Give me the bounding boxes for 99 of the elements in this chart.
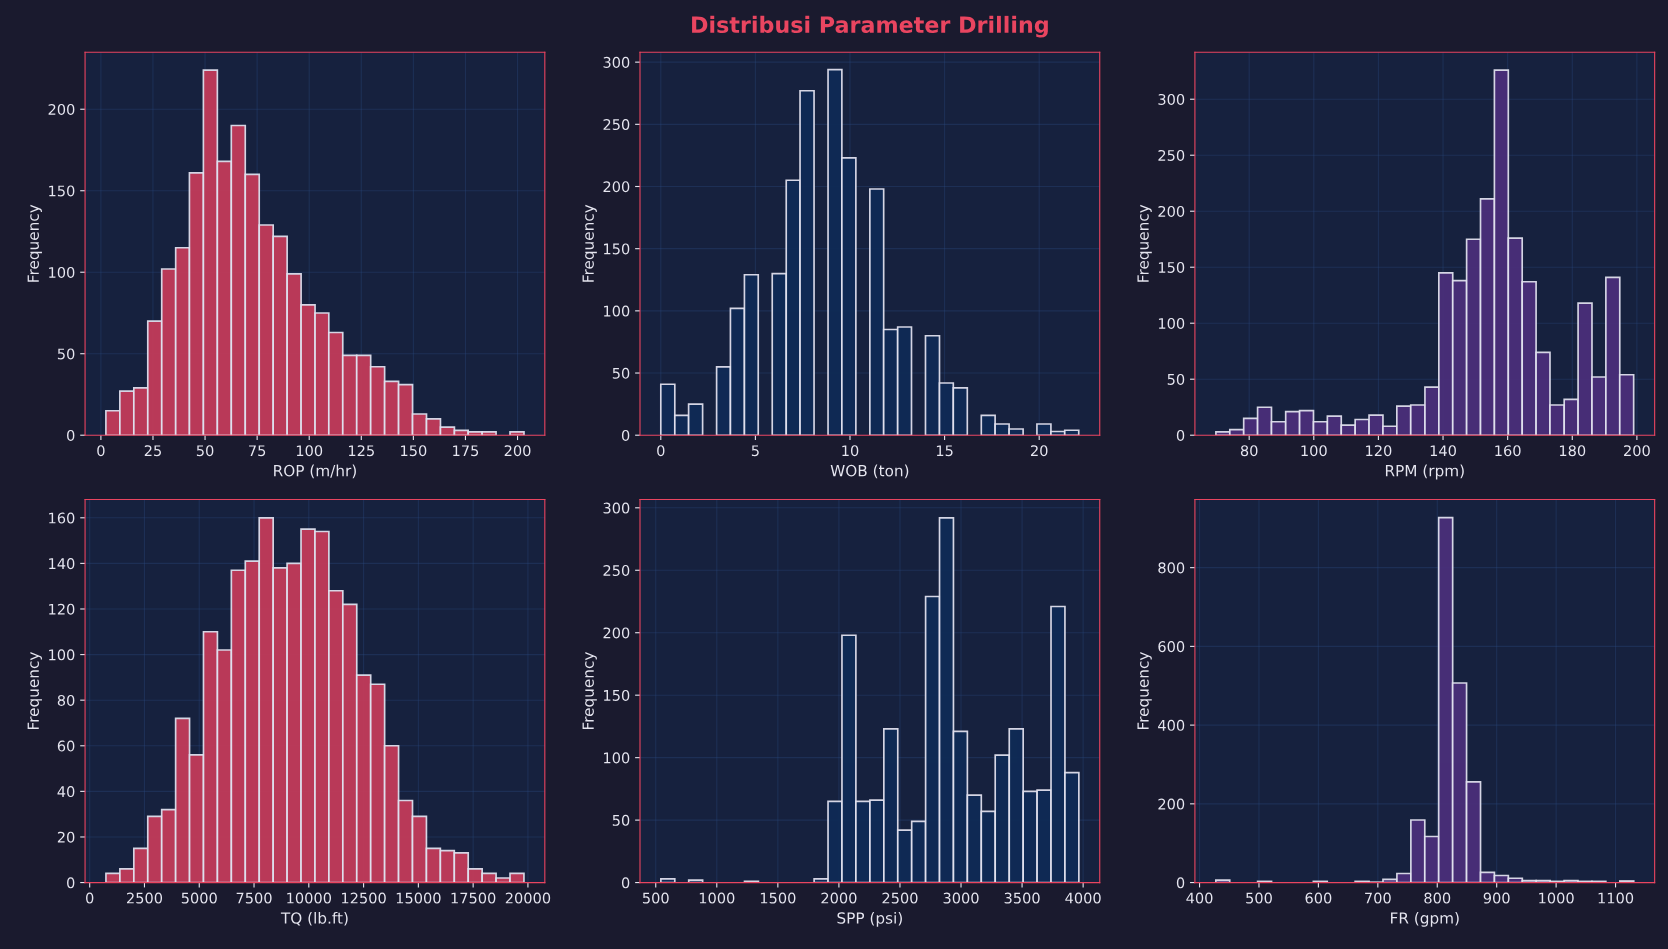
y-axis-title: Frequency [1137, 652, 1152, 730]
y-axis-title: Frequency [27, 204, 42, 282]
y-tick-label: 0 [621, 877, 630, 889]
y-axis-title: Frequency [582, 652, 597, 730]
x-tick-label: 12500 [341, 892, 386, 904]
y-tick-label: 100 [49, 649, 75, 661]
x-tick-label: 100 [1301, 445, 1327, 457]
x-tick-label: 1000 [1539, 892, 1574, 904]
y-tick-label: 100 [604, 305, 630, 317]
y-tick-label: 0 [1176, 877, 1185, 889]
x-axis-title: TQ (lb.ft) [280, 911, 348, 926]
chart-title: Distribusi Parameter Drilling [692, 15, 1048, 38]
x-axis-title: SPP (psi) [837, 911, 902, 927]
y-axis-title: Frequency [1137, 204, 1152, 282]
x-axis-title: WOB (ton) [830, 464, 909, 479]
x-tick-label: 3000 [943, 892, 979, 904]
y-tick-label: 300 [603, 56, 630, 68]
x-tick-label: 5 [751, 445, 759, 457]
x-tick-label: 160 [1495, 445, 1521, 457]
y-tick-label: 0 [67, 877, 75, 889]
x-tick-label: 20 [1030, 445, 1048, 457]
x-tick-label: 900 [1483, 892, 1510, 904]
y-tick-label: 200 [48, 103, 75, 115]
x-tick-label: 20000 [505, 892, 551, 904]
y-tick-label: 0 [1176, 429, 1185, 441]
x-tick-label: 0 [97, 445, 105, 457]
y-tick-label: 100 [604, 752, 630, 764]
y-tick-label: 50 [612, 367, 630, 379]
x-tick-label: 400 [1186, 892, 1213, 904]
x-tick-label: 2000 [821, 892, 857, 904]
x-tick-label: 2500 [126, 892, 163, 904]
y-axis-title: Frequency [27, 652, 42, 730]
y-tick-label: 400 [1158, 719, 1185, 731]
y-tick-label: 140 [49, 558, 75, 570]
y-tick-label: 150 [49, 185, 75, 197]
x-tick-label: 25 [144, 445, 161, 457]
y-tick-label: 50 [57, 348, 75, 360]
x-tick-label: 15 [936, 445, 953, 457]
y-tick-label: 150 [604, 689, 630, 701]
y-tick-label: 40 [57, 786, 75, 798]
x-tick-label: 7500 [236, 892, 272, 904]
y-tick-label: 80 [57, 694, 75, 706]
x-tick-label: 800 [1424, 892, 1451, 904]
x-tick-label: 180 [1559, 445, 1586, 457]
x-tick-label: 700 [1365, 892, 1391, 904]
x-tick-label: 1000 [699, 892, 735, 904]
y-tick-label: 800 [1158, 562, 1185, 574]
y-tick-label: 250 [1158, 149, 1185, 161]
x-tick-label: 5000 [181, 892, 217, 904]
x-tick-label: 2500 [882, 892, 918, 904]
x-tick-label: 4000 [1065, 892, 1101, 904]
y-tick-label: 250 [603, 564, 630, 577]
y-tick-label: 250 [603, 119, 630, 131]
x-tick-label: 150 [401, 445, 427, 457]
x-tick-label: 0 [86, 892, 94, 904]
y-tick-label: 60 [57, 740, 75, 752]
x-tick-label: 200 [504, 445, 531, 457]
y-tick-label: 0 [621, 429, 630, 441]
x-tick-label: 120 [1366, 445, 1392, 457]
y-tick-label: 20 [57, 831, 75, 843]
x-tick-label: 15000 [396, 892, 441, 904]
x-axis-title: ROP (m/hr) [274, 464, 356, 479]
y-tick-label: 150 [604, 243, 630, 255]
x-tick-label: 175 [453, 445, 479, 457]
y-tick-label: 300 [1158, 93, 1185, 105]
x-tick-label: 500 [642, 892, 669, 904]
x-axis-title: RPM (rpm) [1385, 464, 1464, 480]
y-tick-label: 600 [1158, 641, 1185, 653]
y-tick-label: 200 [1158, 798, 1185, 810]
x-tick-label: 140 [1430, 445, 1456, 457]
y-tick-label: 160 [49, 512, 75, 524]
y-tick-label: 150 [1158, 261, 1185, 273]
x-tick-label: 500 [1246, 892, 1272, 904]
y-tick-label: 100 [49, 266, 75, 278]
x-tick-label: 75 [249, 445, 266, 457]
y-tick-label: 120 [49, 603, 75, 615]
y-tick-label: 0 [67, 429, 75, 441]
x-tick-label: 10 [842, 445, 859, 457]
x-tick-label: 125 [348, 445, 374, 457]
x-axis-title: FR (gpm) [1391, 911, 1459, 927]
x-tick-label: 0 [657, 445, 665, 457]
x-tick-label: 80 [1240, 445, 1258, 457]
x-tick-label: 200 [1624, 445, 1650, 457]
x-tick-label: 600 [1305, 892, 1332, 904]
y-tick-label: 200 [1158, 205, 1185, 217]
x-tick-label: 50 [196, 445, 214, 457]
y-tick-label: 100 [1158, 317, 1185, 329]
y-tick-label: 50 [1167, 373, 1185, 385]
x-tick-label: 1100 [1598, 892, 1634, 904]
y-tick-label: 300 [603, 502, 630, 514]
x-tick-label: 10000 [287, 892, 332, 904]
y-axis-title: Frequency [582, 204, 597, 282]
x-tick-label: 17500 [451, 892, 496, 904]
x-tick-label: 3500 [1004, 892, 1040, 904]
y-tick-label: 50 [612, 814, 630, 826]
x-tick-label: 1500 [760, 892, 796, 904]
y-tick-label: 200 [603, 181, 630, 193]
x-tick-label: 100 [296, 445, 323, 457]
y-tick-label: 200 [603, 627, 630, 639]
